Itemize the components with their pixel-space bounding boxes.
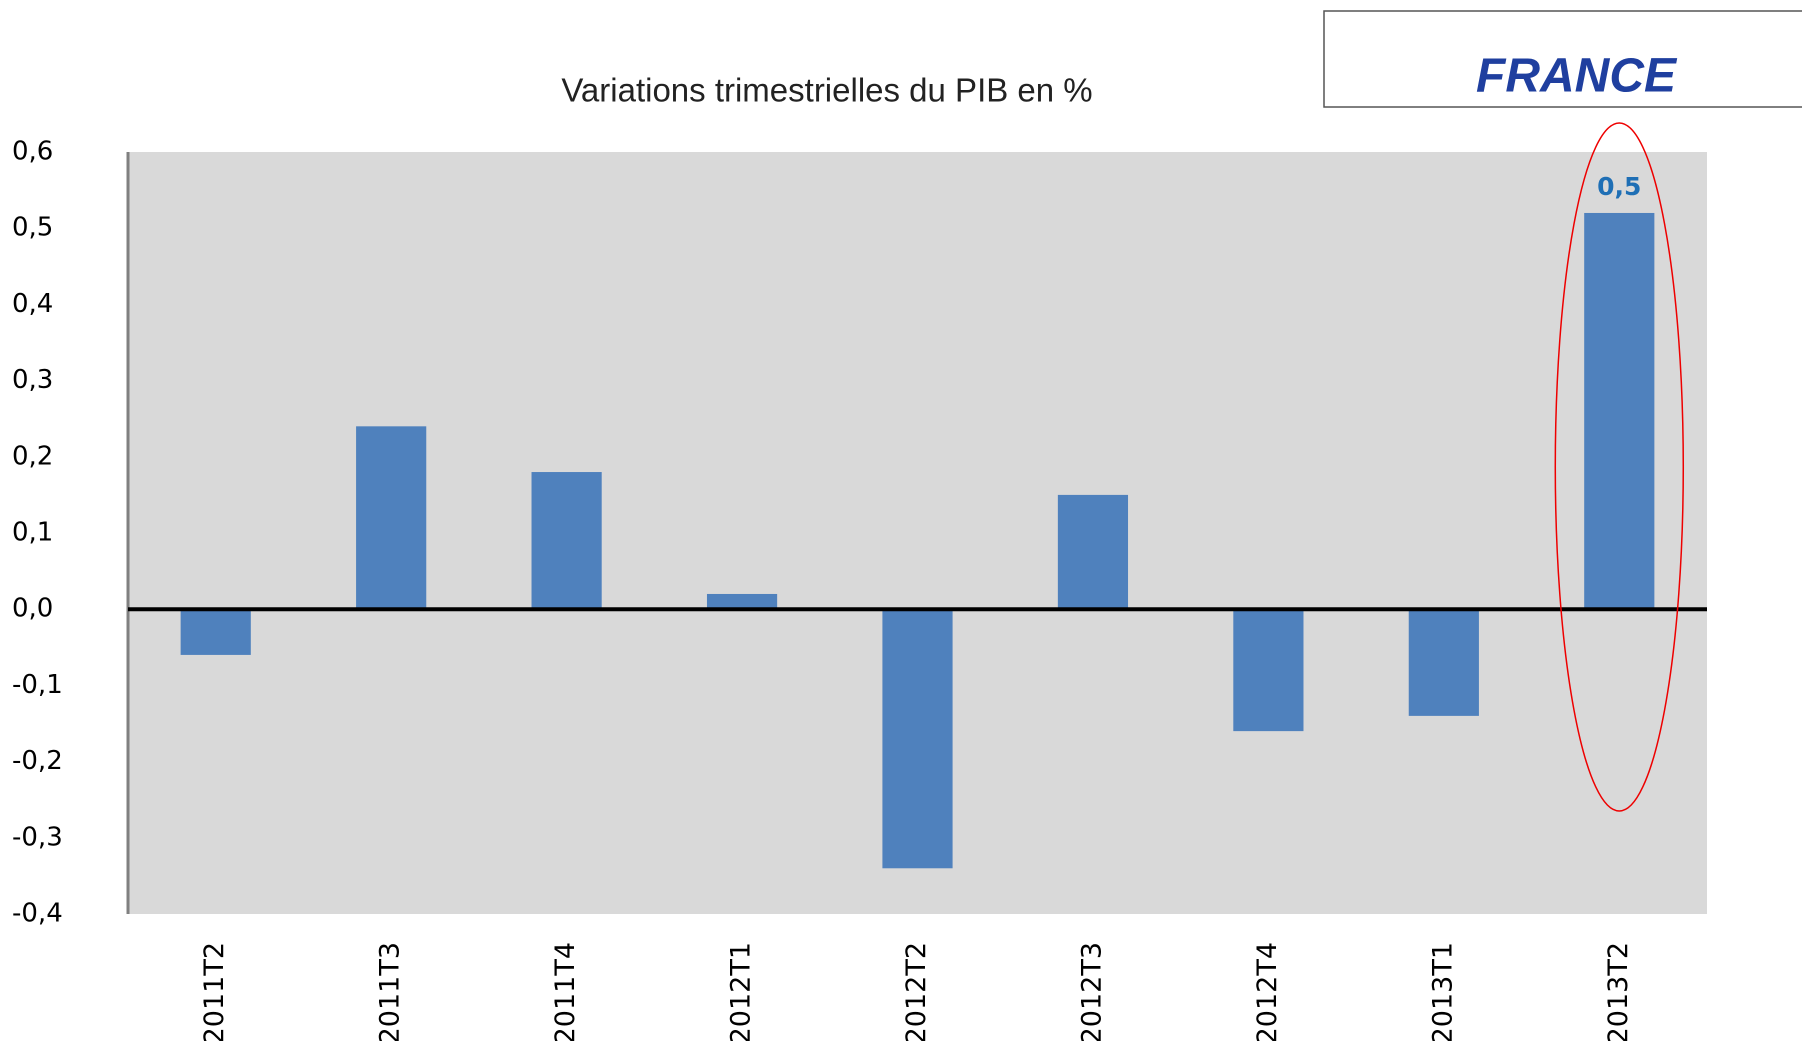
bar (356, 426, 427, 610)
y-tick-label: -0,3 (12, 822, 63, 852)
x-tick-label: 2011T3 (375, 942, 406, 1041)
chart-title: Variations trimestrielles du PIB en % (561, 72, 1092, 109)
bar (531, 472, 602, 610)
y-tick-label: 0,2 (12, 441, 53, 471)
bar (1057, 494, 1129, 610)
x-tick-label: 2012T1 (726, 942, 757, 1041)
y-tick-label: 0,4 (12, 289, 53, 319)
x-tick-label: 2012T3 (1076, 942, 1107, 1041)
x-tick-label: 2011T4 (550, 942, 581, 1041)
bar (1408, 609, 1479, 716)
bar (882, 609, 953, 869)
annotation: FRANCE (1476, 50, 1678, 103)
x-tick-label: 2012T4 (1252, 942, 1283, 1041)
y-tick-label: 0,6 (12, 137, 53, 167)
bar (180, 609, 251, 655)
bar (706, 593, 778, 610)
value-label: 0,5 (1597, 172, 1641, 201)
highlight (1554, 122, 1685, 812)
y-tick-label: 0,0 (12, 594, 53, 624)
x-tick-label: 2013T2 (1603, 942, 1634, 1041)
y-tick-label: -0,2 (12, 746, 63, 776)
x-tick-label: 2011T2 (199, 942, 230, 1041)
bar (1233, 609, 1304, 732)
x-tick-label: 2013T1 (1427, 942, 1458, 1041)
y-tick-label: -0,4 (12, 899, 63, 929)
annotation-box (1323, 10, 1802, 108)
y-tick-label: 0,3 (12, 365, 53, 395)
bar (1584, 212, 1655, 610)
y-tick-label: 0,5 (12, 213, 53, 243)
y-tick-label: 0,1 (12, 518, 53, 548)
y-tick-label: -0,1 (12, 670, 63, 700)
x-tick-label: 2012T2 (901, 942, 932, 1041)
